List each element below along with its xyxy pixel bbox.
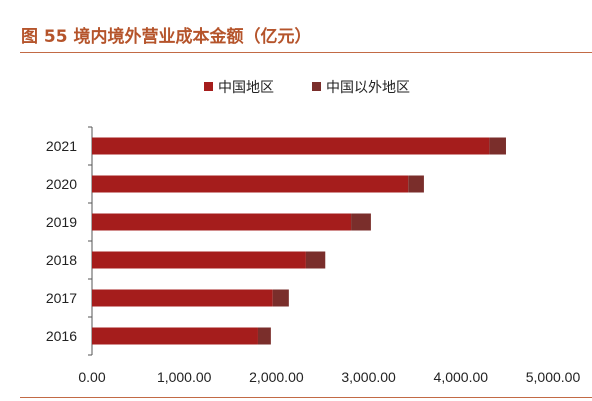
bar-overseas-2016 (257, 327, 271, 345)
x-tick-label: 3,000.00 (341, 369, 396, 385)
y-tick-label: 2019 (46, 214, 77, 230)
y-tick-label: 2016 (46, 328, 77, 344)
legend-label: 中国以外地区 (326, 79, 410, 95)
bar-domestic-2021 (92, 137, 490, 155)
bar-overseas-2017 (272, 289, 289, 307)
legend: 中国地区 中国以外地区 (204, 79, 410, 95)
y-tick-label: 2017 (46, 290, 77, 306)
legend-swatch (312, 82, 321, 91)
y-tick-label: 2021 (46, 138, 77, 154)
bars-group (88, 126, 506, 356)
bar-overseas-2019 (351, 213, 371, 231)
legend-label: 中国地区 (218, 79, 274, 95)
x-tick-labels: 0.00 1,000.00 2,000.00 3,000.00 4,000.00 5,00… (78, 369, 580, 385)
y-tick-label: 2018 (46, 252, 77, 268)
bar-domestic-2018 (92, 251, 306, 269)
bar-overseas-2018 (305, 251, 326, 269)
legend-swatch (204, 82, 213, 91)
chart-title: 图 55 境内境外营业成本金额（亿元） (21, 27, 312, 47)
x-tick-label: 2,000.00 (249, 369, 304, 385)
bar-domestic-2017 (92, 289, 273, 307)
x-tick-label: 1,000.00 (157, 369, 212, 385)
title-underline (20, 52, 592, 53)
bar-overseas-2021 (489, 137, 506, 155)
bar-domestic-2020 (92, 175, 409, 193)
bar-domestic-2019 (92, 213, 352, 231)
bottom-rule (20, 397, 592, 398)
bar-overseas-2020 (408, 175, 424, 193)
bar-domestic-2016 (92, 327, 258, 345)
y-tick-label: 2020 (46, 176, 77, 192)
y-tick-labels: 2021 2020 2019 2018 2017 2016 (46, 138, 77, 344)
x-tick-label: 4,000.00 (434, 369, 489, 385)
x-tick-label: 0.00 (78, 369, 105, 385)
x-tick-label: 5,000.00 (526, 369, 581, 385)
